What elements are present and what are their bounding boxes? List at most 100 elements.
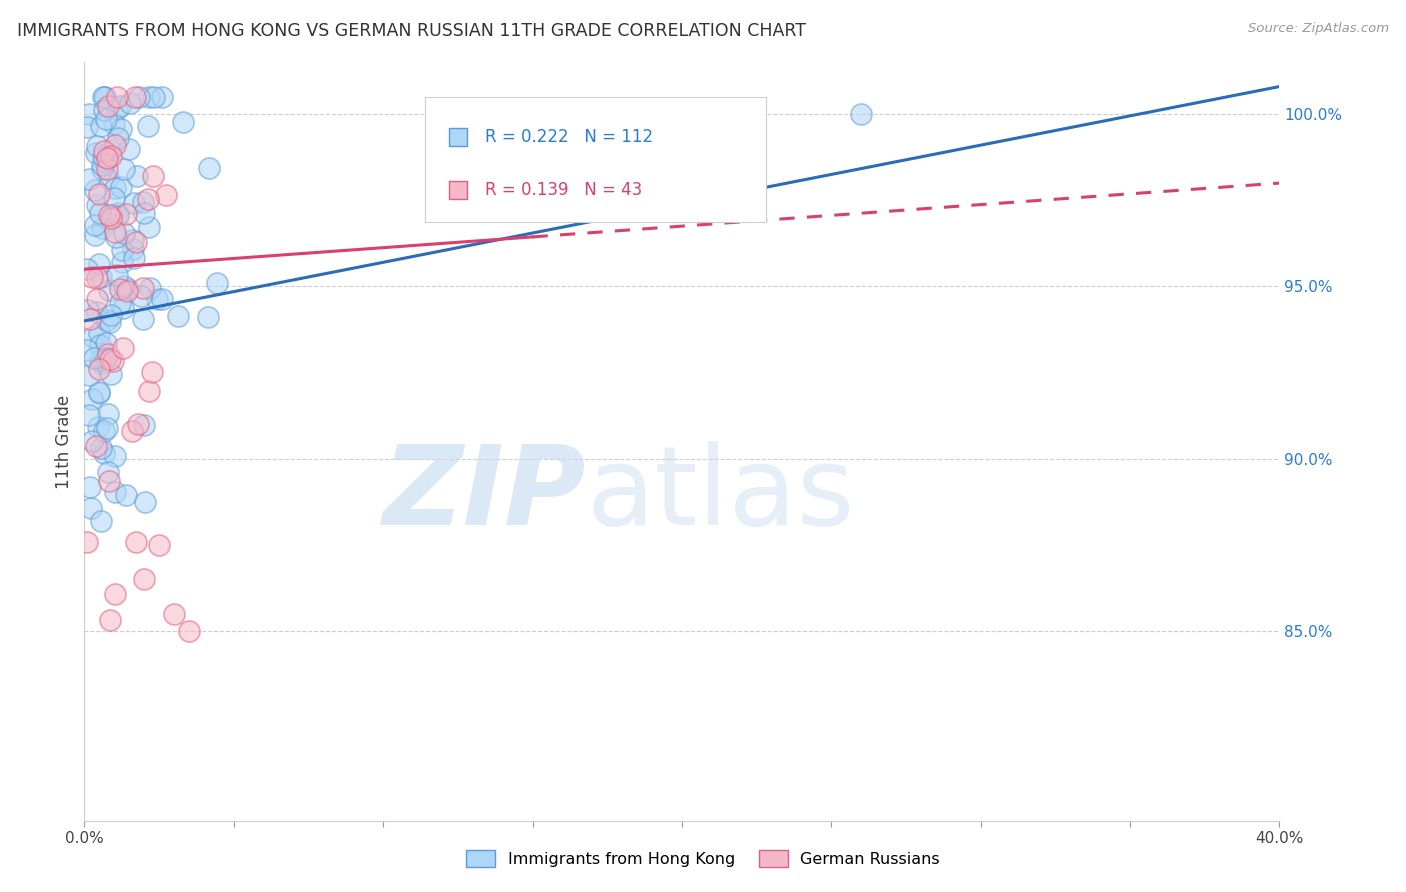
Point	[86, 138, 108, 153]
Point	[105, 229, 128, 244]
Point	[122, 234, 145, 248]
Text: atlas: atlas	[586, 442, 855, 548]
Point	[103, 191, 125, 205]
Point	[150, 90, 173, 104]
Point	[84, 218, 107, 232]
Point	[124, 90, 146, 104]
Point	[96, 112, 118, 126]
Point	[89, 338, 111, 352]
Point	[101, 208, 124, 222]
Point	[79, 480, 101, 494]
Point	[112, 161, 135, 176]
Point	[167, 309, 190, 323]
Point	[150, 293, 173, 307]
Point	[97, 347, 120, 361]
Point	[112, 278, 135, 293]
Point	[91, 221, 114, 235]
Point	[90, 270, 112, 285]
Point	[77, 171, 100, 186]
Point	[90, 441, 112, 455]
Point	[82, 330, 104, 344]
Point	[76, 303, 98, 318]
Point	[110, 99, 132, 113]
Point	[107, 102, 129, 116]
Point	[138, 219, 160, 234]
Point	[110, 296, 132, 310]
Point	[94, 336, 117, 351]
Point	[114, 226, 136, 240]
Point	[127, 417, 149, 432]
Point	[110, 180, 132, 194]
Point	[84, 145, 107, 160]
Point	[198, 161, 221, 175]
Point	[86, 270, 108, 285]
Text: R = 0.139   N = 43: R = 0.139 N = 43	[485, 181, 643, 199]
Point	[76, 120, 98, 134]
Point	[1008, 686, 1031, 700]
Point	[91, 356, 114, 370]
Point	[105, 268, 128, 282]
Point	[111, 341, 134, 355]
Point	[90, 514, 112, 528]
Point	[87, 326, 110, 340]
Point	[86, 197, 108, 211]
Point	[94, 351, 117, 366]
Point	[100, 149, 122, 163]
Point	[148, 538, 170, 552]
Point	[90, 119, 112, 133]
Point	[93, 446, 115, 460]
Point	[79, 311, 101, 326]
Point	[79, 106, 101, 120]
Point	[82, 270, 104, 285]
Point	[98, 283, 121, 297]
Point	[172, 114, 194, 128]
Point	[114, 488, 136, 502]
Point	[89, 385, 111, 400]
Point	[77, 408, 100, 422]
Point	[581, 107, 603, 121]
Point	[93, 103, 115, 118]
Point	[105, 90, 128, 104]
Point	[96, 421, 118, 435]
Point	[87, 361, 110, 376]
Point	[142, 169, 165, 184]
Point	[89, 352, 111, 367]
Point	[138, 192, 160, 206]
Point	[91, 161, 114, 176]
Point	[76, 343, 98, 357]
Point	[132, 312, 155, 326]
Point	[163, 607, 186, 621]
Point	[128, 90, 150, 104]
Point	[138, 90, 160, 104]
Point	[131, 194, 153, 209]
Point	[104, 225, 127, 239]
Point	[86, 439, 108, 453]
Point	[121, 424, 143, 438]
Point	[132, 573, 156, 587]
Point	[91, 90, 114, 104]
Point	[100, 367, 122, 381]
Point	[82, 392, 104, 406]
Point	[125, 535, 148, 549]
Point	[98, 474, 121, 488]
Text: R = 0.222   N = 112: R = 0.222 N = 112	[485, 128, 652, 146]
Point	[121, 242, 143, 256]
Point	[851, 107, 873, 121]
Point	[155, 188, 177, 202]
Point	[111, 301, 134, 315]
Point	[118, 142, 141, 156]
Point	[117, 284, 139, 298]
Point	[83, 351, 105, 365]
Point	[100, 143, 122, 157]
Point	[96, 151, 118, 165]
Point	[93, 425, 115, 439]
Point	[90, 158, 112, 172]
Point	[115, 207, 138, 221]
Point	[197, 310, 219, 324]
Point	[87, 386, 110, 401]
Point	[118, 95, 141, 110]
Point	[97, 170, 120, 185]
Point	[83, 183, 105, 197]
Point	[77, 368, 100, 383]
Point	[145, 293, 167, 307]
